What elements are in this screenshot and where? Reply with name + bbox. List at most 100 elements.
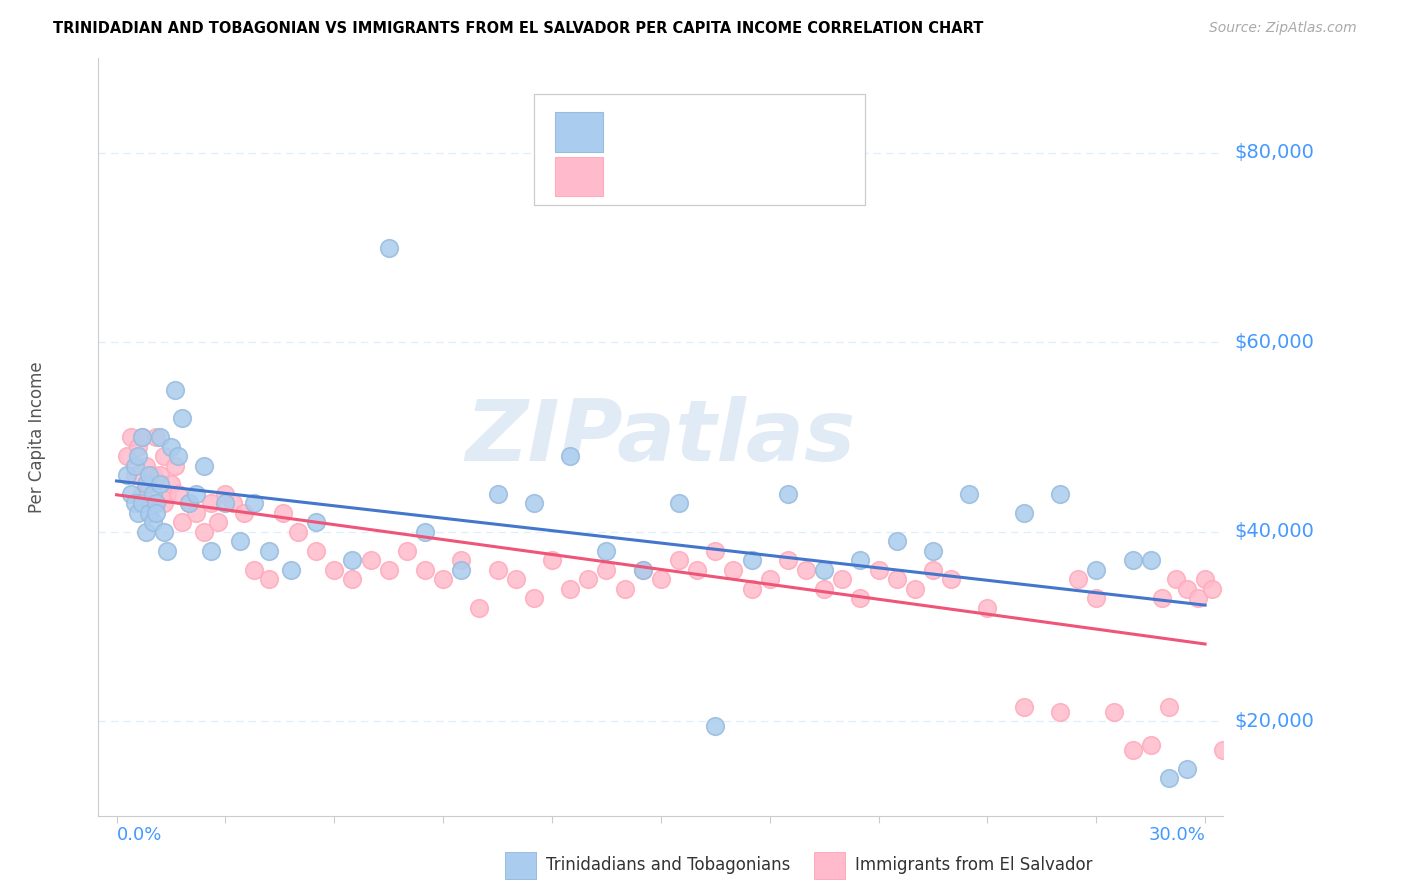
Point [668,553,690,567]
Point [849,553,872,567]
Point [468,600,491,615]
Point [595,543,617,558]
Point [1230,572,1253,586]
Point [1267,582,1289,596]
Text: 30.0%: 30.0% [1149,826,1205,844]
Point [1249,591,1271,606]
Point [305,516,328,530]
Point [1201,582,1223,596]
Point [142,467,165,482]
Point [1012,700,1035,714]
Point [758,572,780,586]
Text: $40,000: $40,000 [1234,523,1315,541]
Point [1175,582,1198,596]
Text: -0.568: -0.568 [659,167,730,186]
Text: 0.0%: 0.0% [117,826,162,844]
Point [127,449,149,463]
Point [145,496,167,510]
Point [868,563,890,577]
Point [668,496,690,510]
Text: 59: 59 [769,122,796,142]
Point [193,458,215,473]
Point [305,543,328,558]
Point [413,524,436,539]
Point [243,563,266,577]
Text: Source: ZipAtlas.com: Source: ZipAtlas.com [1209,21,1357,36]
Point [229,534,252,549]
Text: $80,000: $80,000 [1234,144,1315,162]
Point [1085,563,1108,577]
Point [179,496,201,510]
Point [395,543,418,558]
Point [127,440,149,454]
Point [127,506,149,520]
Point [342,553,364,567]
Point [1049,705,1071,719]
Point [131,430,153,444]
Point [723,563,745,577]
Point [323,563,346,577]
Point [704,543,727,558]
Point [976,600,998,615]
Point [1104,705,1126,719]
Point [776,553,799,567]
Point [1187,591,1209,606]
Point [142,516,165,530]
Text: 89: 89 [769,167,796,186]
Point [131,487,153,501]
Point [152,449,174,463]
Point [145,430,167,444]
Point [486,487,509,501]
Point [149,477,172,491]
Point [120,487,142,501]
Point [922,563,945,577]
Point [1121,553,1143,567]
Text: Per Capita Income: Per Capita Income [28,361,46,513]
Text: ZIPatlas: ZIPatlas [465,395,856,479]
Point [1175,762,1198,776]
Point [221,496,243,510]
Point [849,591,872,606]
Point [142,487,165,501]
Point [163,458,186,473]
Point [149,467,172,482]
Point [922,543,945,558]
Text: R =: R = [617,167,659,186]
Point [1049,487,1071,501]
Point [558,449,581,463]
Point [207,516,229,530]
Point [1150,591,1173,606]
Point [523,591,546,606]
Point [432,572,454,586]
Point [1223,747,1246,762]
Point [1164,572,1187,586]
Point [1212,743,1234,757]
Text: N =: N = [723,122,779,142]
Point [558,582,581,596]
Point [957,487,980,501]
Point [145,506,167,520]
Point [831,572,853,586]
Point [138,506,160,520]
Point [214,487,236,501]
Point [124,467,146,482]
Point [117,449,139,463]
Point [631,563,654,577]
Point [505,572,527,586]
Point [149,430,172,444]
Text: Immigrants from El Salvador: Immigrants from El Salvador [855,856,1092,874]
Point [886,572,908,586]
Point [156,487,179,501]
Text: TRINIDADIAN AND TOBAGONIAN VS IMMIGRANTS FROM EL SALVADOR PER CAPITA INCOME CORR: TRINIDADIAN AND TOBAGONIAN VS IMMIGRANTS… [53,21,984,37]
Point [523,496,546,510]
Point [686,563,709,577]
Point [939,572,962,586]
Point [613,582,636,596]
Point [167,487,190,501]
Point [741,553,763,567]
Point [160,440,183,454]
Point [280,563,302,577]
Point [342,572,364,586]
Text: N =: N = [723,167,779,186]
Point [131,430,153,444]
